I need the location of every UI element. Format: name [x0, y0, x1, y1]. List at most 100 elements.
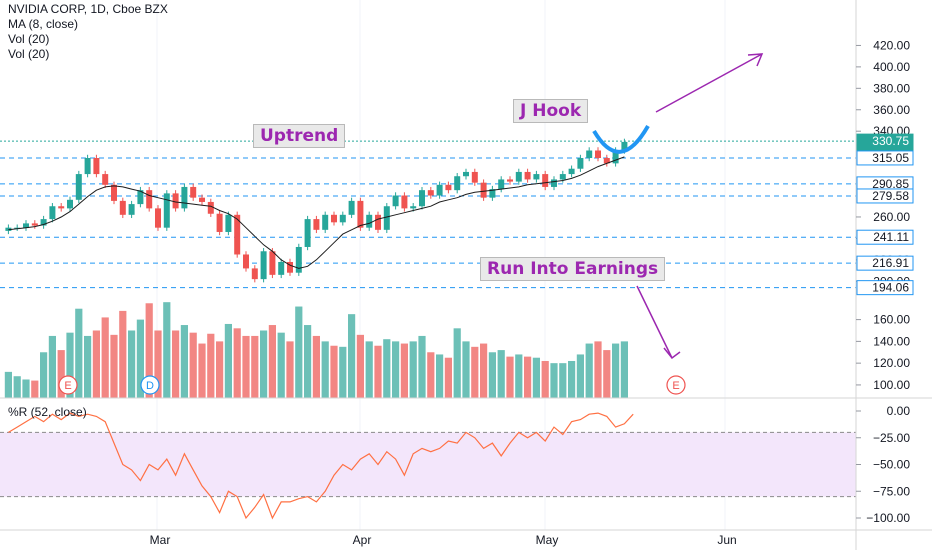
candlesticks[interactable] — [5, 138, 628, 283]
volume-bar — [286, 341, 294, 398]
price-tick-label: 140.00 — [873, 334, 910, 348]
williams-r-tick-label: −50.00 — [873, 458, 910, 472]
volume-bar — [330, 345, 338, 398]
volume-bar — [163, 302, 171, 398]
price-axis-labels: 330.7552:04315.05290.85279.58241.11216.9… — [856, 133, 914, 296]
j-hook-arc — [592, 125, 650, 154]
volume-bar — [603, 350, 611, 398]
volume-legend-1[interactable]: Vol (20) — [8, 32, 50, 46]
symbol-title[interactable]: NVIDIA CORP, 1D, Cboe BZX — [8, 2, 168, 16]
volume-bar — [251, 335, 259, 398]
candle-body — [357, 200, 364, 228]
candle-body — [295, 246, 302, 273]
earnings-annotation[interactable]: Run Into Earnings — [480, 257, 666, 281]
volume-bar — [13, 376, 21, 398]
candle-body — [31, 223, 38, 226]
volume-bar — [400, 343, 408, 398]
chart-legend: NVIDIA CORP, 1D, Cboe BZX MA (8, close) … — [8, 2, 168, 62]
volume-bar — [48, 335, 56, 398]
volume-bar — [101, 317, 109, 398]
candle-body — [225, 214, 232, 232]
candle-body — [331, 214, 337, 223]
dividend-marker-icon — [140, 375, 160, 395]
candle-body — [40, 219, 47, 226]
price-tick-label: 160.00 — [873, 313, 910, 327]
williams-r-axis[interactable]: 0.00 −25.00 −50.00 −75.00 −100.00 — [856, 404, 910, 525]
price-label-box — [856, 229, 914, 245]
volume-bar — [374, 345, 382, 398]
price-tick-label: 100.00 — [873, 378, 910, 392]
williams-r-tick-label: −75.00 — [873, 484, 910, 498]
volume-bar — [480, 343, 488, 398]
candle-body — [515, 171, 522, 182]
earnings-marker-icon — [666, 375, 686, 395]
volume-bar — [524, 356, 532, 398]
candle-body — [612, 150, 619, 164]
williams-r-tick-label: −100.00 — [866, 511, 910, 525]
volume-bar — [154, 330, 162, 398]
ma-legend[interactable]: MA (8, close) — [8, 17, 79, 31]
candle-body — [533, 174, 540, 180]
uptrend-arrow — [655, 53, 763, 113]
candle-body — [551, 179, 557, 187]
candle-body — [542, 174, 549, 187]
moving-average-line — [8, 156, 625, 269]
volume-legend-2[interactable]: Vol (20) — [8, 47, 50, 61]
price-tick-label: 360.00 — [873, 103, 910, 117]
candle-body — [339, 214, 346, 223]
volume-bar — [22, 379, 30, 398]
price-label-text: 194.06 — [872, 281, 909, 295]
candle-body — [375, 214, 381, 230]
jhook-annotation[interactable]: J Hook — [513, 99, 589, 123]
volume-bar — [57, 350, 65, 398]
time-axis-label: Jun — [717, 533, 736, 547]
volume-bar — [550, 363, 558, 398]
volume-bar — [84, 335, 92, 398]
candle-body — [498, 179, 505, 190]
uptrend-annotation[interactable]: Uptrend — [253, 124, 346, 148]
candle-body — [172, 193, 179, 209]
event-marker-label: D — [146, 380, 154, 392]
time-axis-label: May — [536, 533, 559, 547]
candle-body — [287, 261, 293, 273]
candle-body — [137, 190, 144, 205]
williams-r-line — [8, 412, 634, 520]
volume-bar — [40, 352, 48, 398]
volume-bar — [506, 356, 514, 398]
volume-bar — [92, 330, 100, 398]
candle-body — [67, 199, 73, 209]
volume-bar — [128, 330, 136, 398]
candle-body — [383, 206, 390, 230]
volume-bar — [392, 341, 400, 398]
volume-bar — [409, 341, 417, 398]
volume-bar — [559, 363, 567, 398]
candle-body — [489, 189, 496, 198]
volume-bar — [585, 343, 593, 398]
volume-bar — [304, 325, 312, 398]
time-axis[interactable]: Mar Apr May Jun — [150, 533, 737, 547]
candle-body — [348, 200, 355, 215]
volume-bar — [119, 310, 127, 398]
time-axis-label: Mar — [150, 533, 171, 547]
candle-body — [251, 268, 258, 280]
candle-body — [102, 174, 109, 185]
candle-body — [243, 254, 249, 269]
volume-bar — [189, 332, 197, 398]
candle-body — [5, 227, 12, 231]
volume-bar — [66, 332, 74, 398]
volume-bar — [418, 335, 426, 398]
candle-body — [603, 158, 610, 164]
price-tick-label: 400.00 — [873, 60, 910, 74]
williams-r-legend[interactable]: %R (52, close) — [8, 405, 87, 419]
candle-body — [419, 190, 425, 207]
price-label-text: 315.05 — [872, 151, 909, 165]
candle-body — [313, 219, 320, 230]
volume-bar — [295, 306, 303, 398]
uptrend-arrow-head — [747, 53, 764, 67]
volume-bar — [4, 371, 12, 398]
time-axis-label: Apr — [353, 533, 372, 547]
horizontal-levels — [0, 140, 856, 289]
